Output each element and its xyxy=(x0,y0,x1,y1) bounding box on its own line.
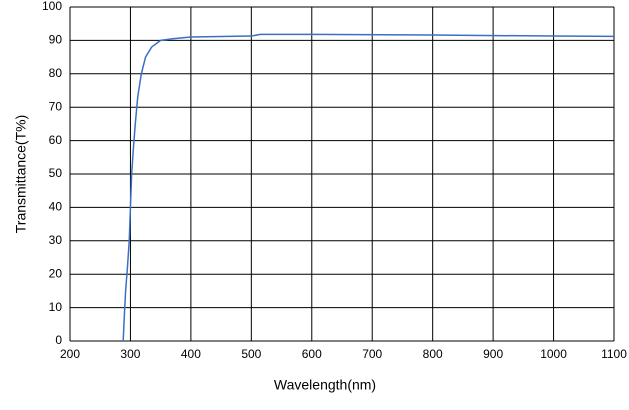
x-tick-label: 300 xyxy=(120,347,140,361)
x-tick-label: 700 xyxy=(362,347,382,361)
y-tick-label: 60 xyxy=(49,133,63,147)
x-tick-label: 800 xyxy=(423,347,443,361)
y-tick-label: 10 xyxy=(49,300,63,314)
x-tick-label: 600 xyxy=(302,347,322,361)
x-tick-label: 1100 xyxy=(601,347,627,361)
x-axis-title: Wavelength(nm) xyxy=(274,377,376,393)
y-tick-label: 0 xyxy=(55,333,62,347)
y-tick-label: 50 xyxy=(49,166,63,180)
x-tick-label: 500 xyxy=(241,347,261,361)
y-tick-label: 80 xyxy=(49,66,63,80)
y-tick-label: 30 xyxy=(49,233,63,247)
y-tick-label: 90 xyxy=(49,33,63,47)
x-tick-label: 200 xyxy=(60,347,80,361)
y-tick-label: 70 xyxy=(49,99,63,113)
y-axis-title: Transmittance(T%) xyxy=(13,115,29,234)
y-tick-label: 20 xyxy=(49,266,63,280)
data-line xyxy=(122,33,615,342)
x-tick-label: 1000 xyxy=(540,347,567,361)
y-tick-label: 100 xyxy=(42,0,62,13)
x-tick-label: 400 xyxy=(181,347,201,361)
x-tick-label: 900 xyxy=(483,347,503,361)
y-tick-label: 40 xyxy=(49,200,63,214)
